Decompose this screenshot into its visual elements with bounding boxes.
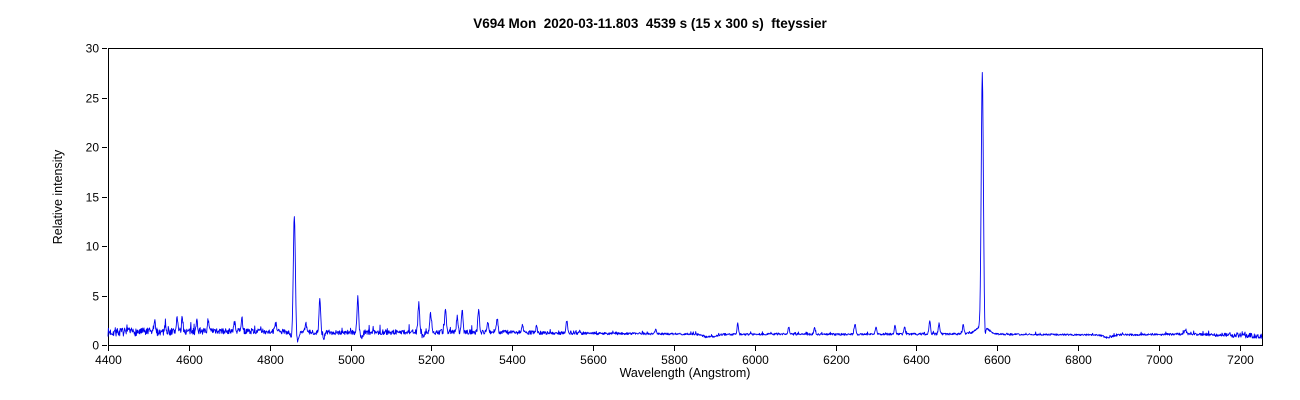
y-axis-label: Relative intensity xyxy=(51,149,65,245)
x-tick-label: 5600 xyxy=(580,353,607,367)
x-tick-label: 5200 xyxy=(418,353,445,367)
x-tick-label: 7200 xyxy=(1227,353,1254,367)
x-tick-label: 7000 xyxy=(1146,353,1173,367)
x-tick-label: 4400 xyxy=(95,353,122,367)
y-tick-label: 30 xyxy=(86,42,100,56)
spectrum-polyline xyxy=(107,72,1263,343)
x-tick-label: 6000 xyxy=(742,353,769,367)
x-tick-label: 6200 xyxy=(823,353,850,367)
x-tick-label: 6600 xyxy=(984,353,1011,367)
x-tick-label: 5800 xyxy=(661,353,688,367)
x-axis-label: Wavelength (Angstrom) xyxy=(619,366,751,380)
axes-box xyxy=(108,48,1263,346)
chart-title: V694 Mon 2020-03-11.803 4539 s (15 x 300… xyxy=(473,16,827,31)
y-tick-label: 20 xyxy=(86,141,100,155)
y-tick-label: 10 xyxy=(86,240,100,254)
x-tick-label: 4800 xyxy=(257,353,284,367)
x-tick-label: 5000 xyxy=(338,353,365,367)
x-tick-label: 4600 xyxy=(176,353,203,367)
x-tick-label: 6400 xyxy=(903,353,930,367)
x-tick-label: 6800 xyxy=(1065,353,1092,367)
y-tick-label: 5 xyxy=(92,290,99,304)
y-tick-label: 0 xyxy=(92,339,99,353)
y-tick-label: 15 xyxy=(86,191,100,205)
y-tick-label: 25 xyxy=(86,92,100,106)
x-tick-label: 5400 xyxy=(499,353,526,367)
